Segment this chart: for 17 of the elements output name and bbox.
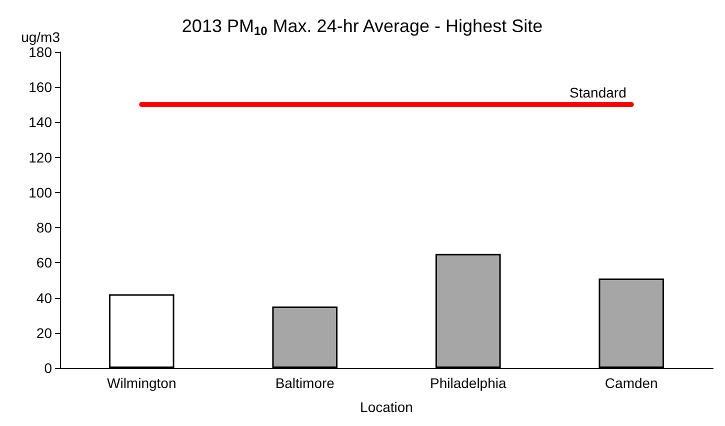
x-tick-label: Baltimore (275, 375, 335, 391)
y-tick-label: 0 (44, 360, 52, 376)
x-axis-title: Location (360, 399, 413, 415)
y-axis-title: ug/m3 (21, 29, 60, 45)
y-tick-label: 80 (36, 220, 52, 236)
y-tick-label: 60 (36, 254, 52, 271)
x-tick-label: Philadelphia (430, 375, 506, 391)
y-tick-label: 100 (28, 184, 52, 200)
y-tick-label: 20 (36, 324, 52, 341)
x-tick-label: Wilmington (107, 375, 176, 391)
ref-line-label: Standard (570, 84, 626, 101)
y-tick-label: 180 (28, 44, 52, 60)
y-tick-label: 120 (28, 149, 52, 166)
x-tick-label: Camden (604, 375, 658, 391)
y-tick-label: 40 (36, 290, 52, 306)
y-tick-label: 160 (28, 79, 52, 96)
y-tick-label: 140 (28, 114, 52, 130)
